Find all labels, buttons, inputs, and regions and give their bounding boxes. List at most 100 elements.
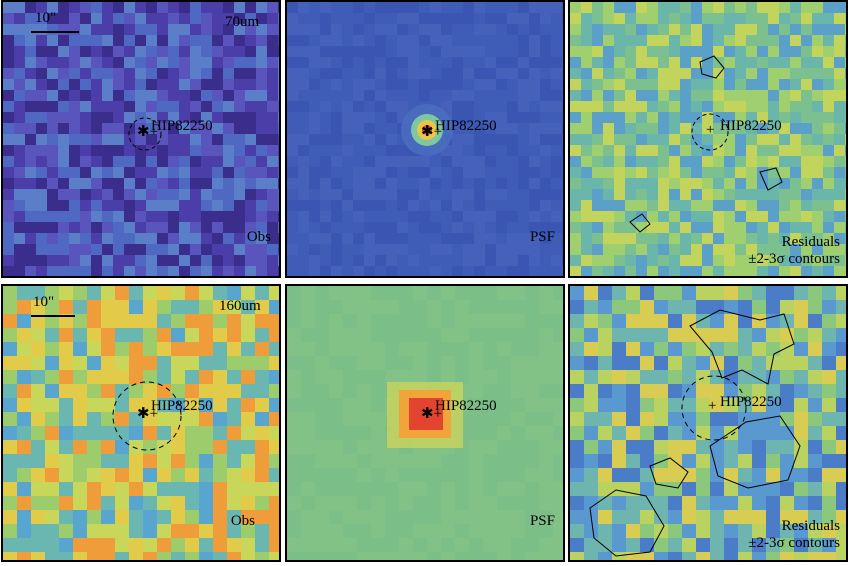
pixel xyxy=(255,342,269,356)
pixel xyxy=(836,398,846,412)
pixel xyxy=(190,145,201,156)
pixel xyxy=(540,46,551,57)
pixel xyxy=(212,13,223,24)
pixel xyxy=(779,112,790,123)
pixel xyxy=(3,342,17,356)
pixel xyxy=(353,178,364,189)
pixel xyxy=(343,454,357,468)
pixel xyxy=(551,24,562,35)
pixel xyxy=(496,46,507,57)
pixel xyxy=(746,134,757,145)
pixel xyxy=(474,189,485,200)
pixel xyxy=(808,440,822,454)
pixel xyxy=(540,35,551,46)
pixel xyxy=(201,200,212,211)
pixel xyxy=(298,112,309,123)
pixel xyxy=(364,156,375,167)
pixel xyxy=(255,538,269,552)
pixel xyxy=(779,233,790,244)
pixel xyxy=(146,189,157,200)
pixel xyxy=(682,454,696,468)
pixel xyxy=(190,79,201,90)
pixel xyxy=(223,189,234,200)
pixel xyxy=(525,356,539,370)
pixel xyxy=(469,370,483,384)
pixel xyxy=(171,314,185,328)
pixel xyxy=(794,328,808,342)
pixel xyxy=(790,222,801,233)
pixel xyxy=(223,211,234,222)
pixel xyxy=(135,101,146,112)
pixel xyxy=(213,524,227,538)
pixel xyxy=(234,200,245,211)
pixel xyxy=(474,68,485,79)
pixel xyxy=(113,200,124,211)
pixel xyxy=(702,101,713,112)
pixel xyxy=(36,79,47,90)
pixel xyxy=(102,244,113,255)
pixel xyxy=(636,211,647,222)
pixel xyxy=(603,57,614,68)
pixel xyxy=(129,300,143,314)
pixel xyxy=(298,46,309,57)
pixel xyxy=(375,189,386,200)
pixel xyxy=(724,68,735,79)
pixel xyxy=(496,244,507,255)
pixel xyxy=(331,13,342,24)
pixel xyxy=(529,35,540,46)
pixel xyxy=(364,200,375,211)
pixel xyxy=(812,134,823,145)
pixel xyxy=(570,200,581,211)
pixel xyxy=(511,286,525,300)
pixel xyxy=(375,156,386,167)
pixel xyxy=(101,454,115,468)
pixel xyxy=(584,538,598,552)
pixel xyxy=(397,101,408,112)
pixel xyxy=(724,255,735,266)
pixel xyxy=(113,178,124,189)
pixel xyxy=(441,255,452,266)
pixel xyxy=(779,156,790,167)
pixel xyxy=(497,552,511,560)
pixel xyxy=(455,328,469,342)
pixel xyxy=(87,370,101,384)
pixel xyxy=(353,2,364,13)
pixel xyxy=(658,2,669,13)
pixel xyxy=(441,482,455,496)
pixel xyxy=(735,13,746,24)
pixel xyxy=(329,440,343,454)
pixel xyxy=(614,112,625,123)
pixel xyxy=(598,342,612,356)
pixel xyxy=(680,244,691,255)
pixel xyxy=(157,68,168,79)
pixel xyxy=(713,57,724,68)
pixel xyxy=(658,13,669,24)
pixel xyxy=(702,134,713,145)
pixel xyxy=(540,178,551,189)
pixel xyxy=(497,412,511,426)
pixel xyxy=(73,356,87,370)
pixel xyxy=(647,244,658,255)
pixel xyxy=(113,189,124,200)
pixel xyxy=(73,454,87,468)
pixel xyxy=(124,101,135,112)
pixel xyxy=(713,211,724,222)
pixel xyxy=(768,123,779,134)
pixel xyxy=(822,482,836,496)
pixel xyxy=(553,510,563,524)
pixel xyxy=(794,510,808,524)
pixel xyxy=(413,370,427,384)
pixel xyxy=(757,57,768,68)
pixel xyxy=(598,398,612,412)
pixel xyxy=(823,24,834,35)
pixel xyxy=(419,13,430,24)
pixel xyxy=(680,57,691,68)
pixel xyxy=(315,300,329,314)
pixel xyxy=(364,101,375,112)
pixel xyxy=(539,538,553,552)
pixel xyxy=(525,314,539,328)
pixel xyxy=(469,300,483,314)
pixel xyxy=(179,35,190,46)
pixel xyxy=(399,370,413,384)
pixel xyxy=(529,189,540,200)
